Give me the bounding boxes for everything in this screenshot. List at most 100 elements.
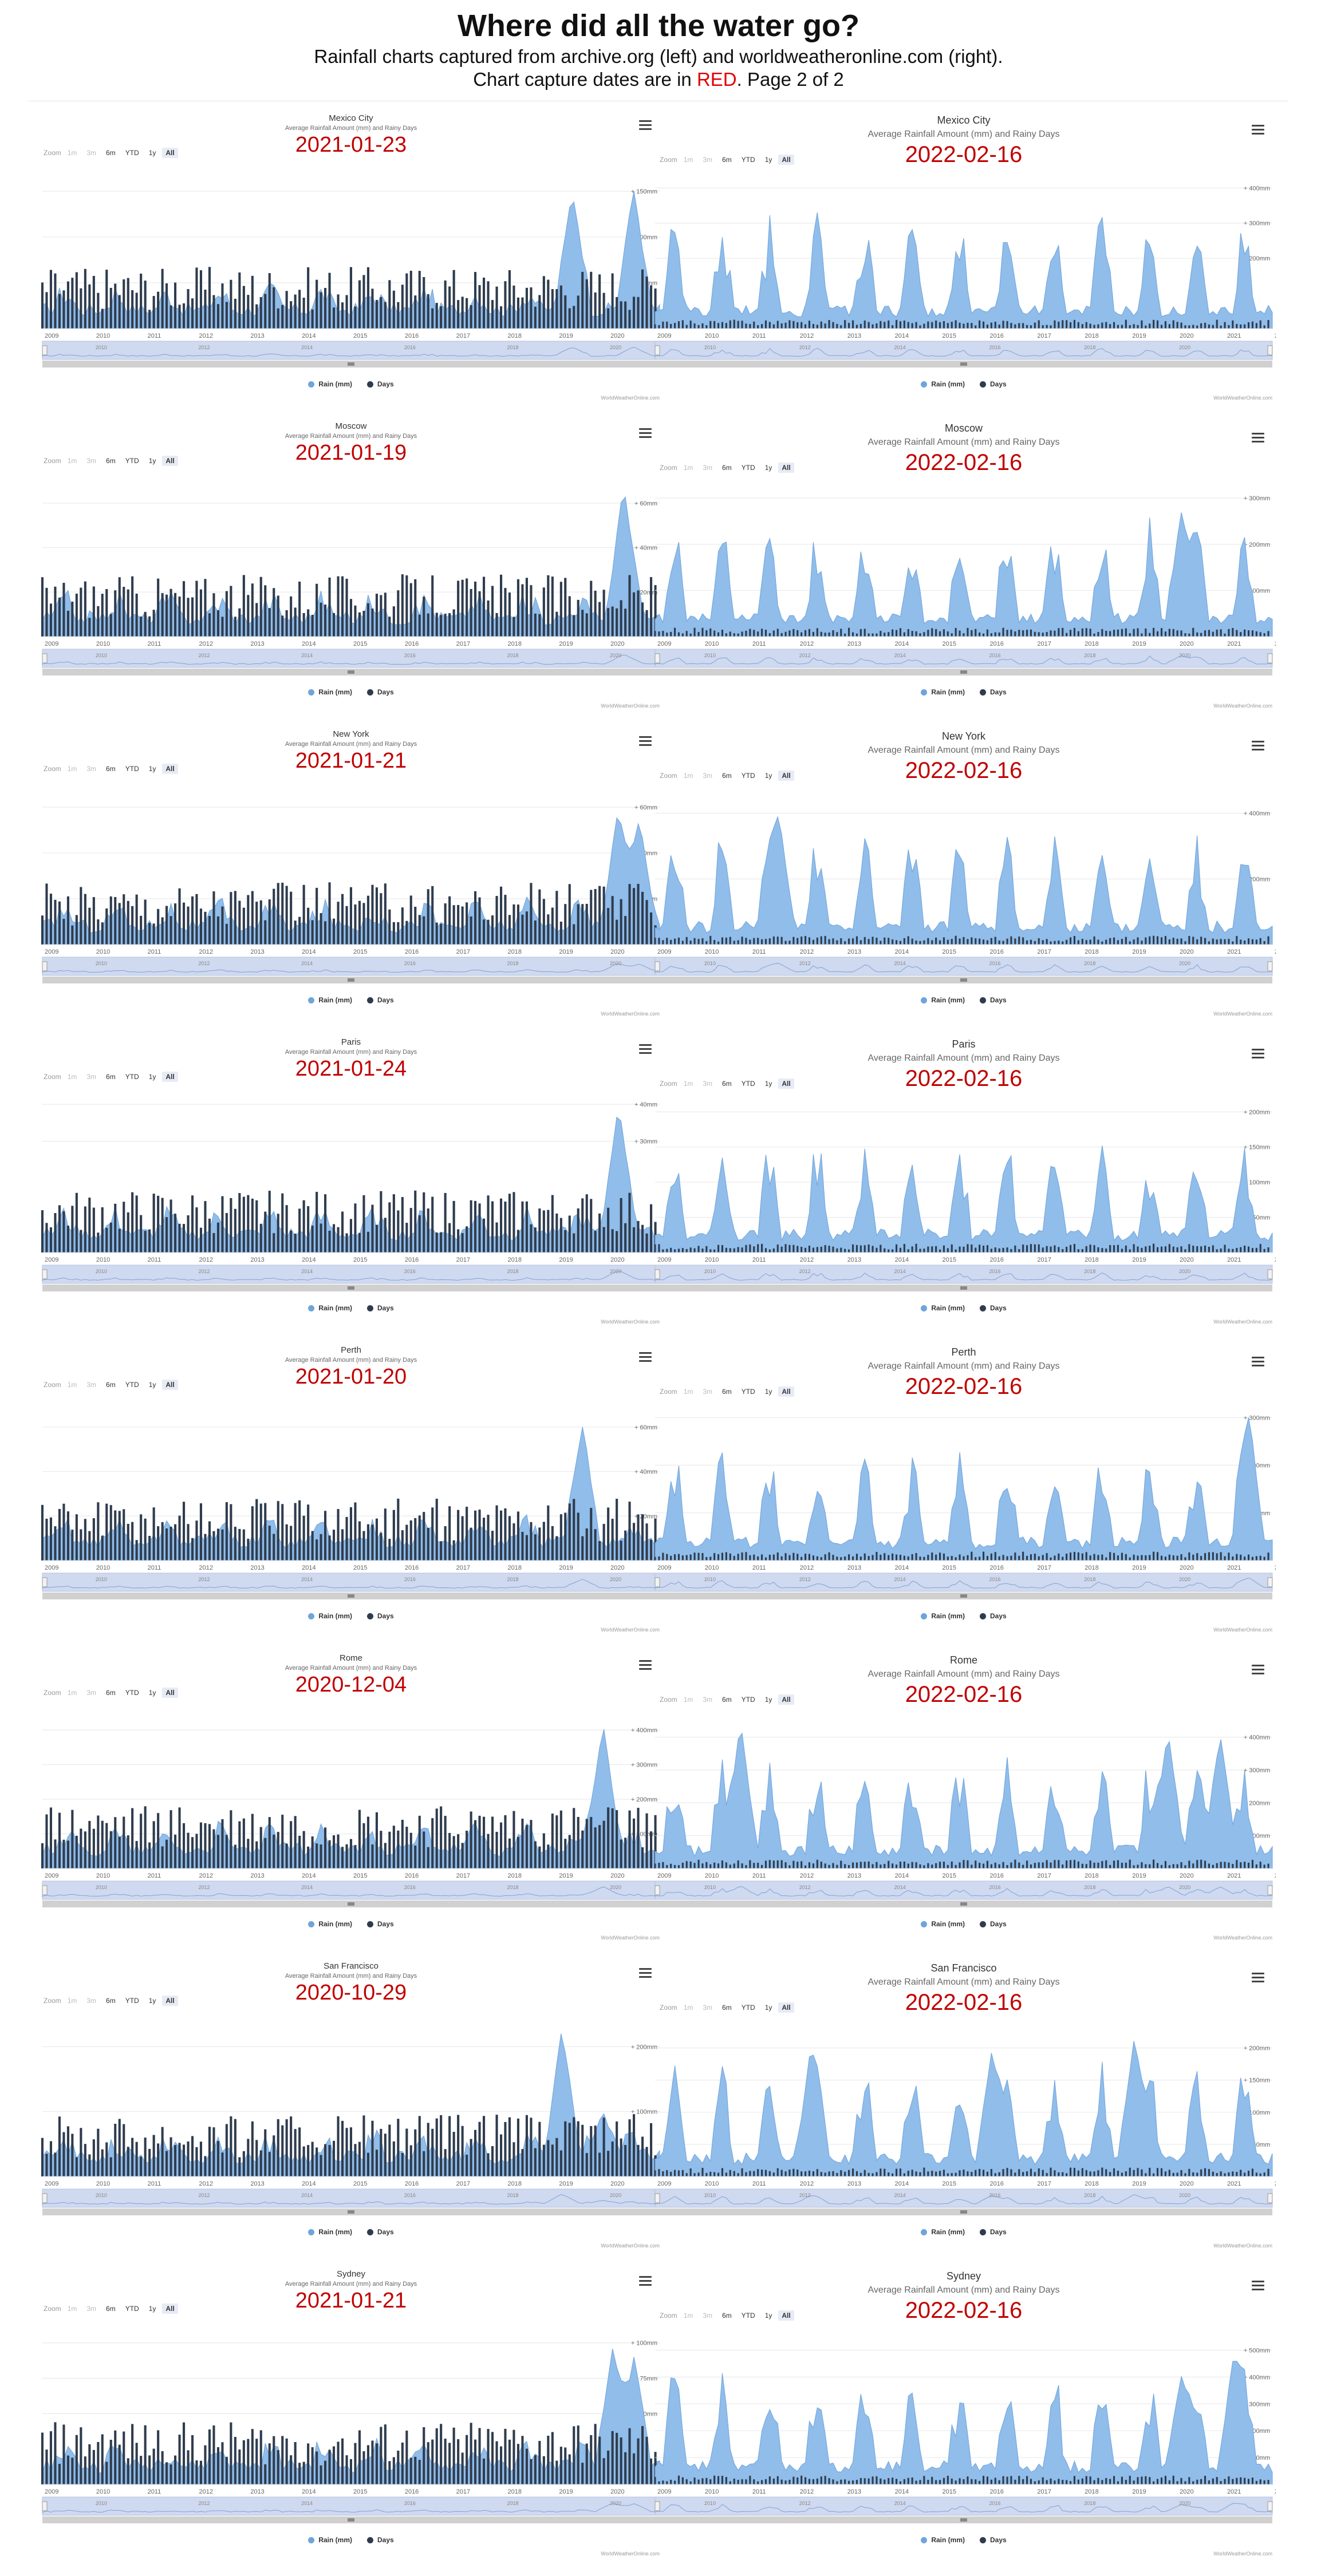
chart-menu-icon[interactable] [639,1352,652,1362]
zoom-button-1m[interactable]: 1m [683,1696,693,1704]
zoom-button-3m[interactable]: 3m [86,2305,97,2313]
chart-menu-icon[interactable] [1252,433,1264,443]
legend-item-days[interactable]: Days [979,2228,1007,2236]
zoom-button-1m[interactable]: 1m [67,1997,77,2005]
chart-menu-icon[interactable] [1252,125,1264,135]
zoom-button-1m[interactable]: 1m [67,765,77,773]
navigator-left-handle[interactable] [42,1269,48,1279]
navigator-right-handle[interactable] [1267,1885,1273,1895]
zoom-button-1y[interactable]: 1y [148,149,156,157]
zoom-button-6m[interactable]: 6m [722,156,732,164]
scrollbar-grip[interactable] [348,1902,354,1906]
zoom-button-1m[interactable]: 1m [683,2004,693,2012]
zoom-button-1m[interactable]: 1m [67,149,77,157]
chart-credit[interactable]: WorldWeatherOnline.com [601,1011,660,1017]
navigator-right-handle[interactable] [1267,2193,1273,2203]
zoom-button-6m[interactable]: 6m [106,149,116,157]
chart-credit[interactable]: WorldWeatherOnline.com [601,2551,660,2557]
scrollbar-grip[interactable] [960,2518,967,2522]
zoom-button-ytd[interactable]: YTD [741,2004,755,2012]
zoom-button-1m[interactable]: 1m [683,1388,693,1396]
zoom-button-1y[interactable]: 1y [148,1381,156,1389]
zoom-button-3m[interactable]: 3m [86,1689,97,1697]
legend-item-days[interactable]: Days [979,1920,1007,1928]
zoom-button-6m[interactable]: 6m [722,1080,732,1088]
zoom-button-1y[interactable]: 1y [764,464,772,472]
scrollbar-grip[interactable] [960,670,967,674]
zoom-button-1m[interactable]: 1m [683,1080,693,1088]
zoom-button-1y[interactable]: 1y [764,772,772,780]
legend-item-days[interactable]: Days [979,2536,1007,2544]
chart-menu-icon[interactable] [1252,1357,1264,1367]
chart-menu-icon[interactable] [639,736,652,746]
zoom-button-all[interactable]: All [162,764,178,774]
zoom-button-all[interactable]: All [162,1072,178,1082]
navigator-range[interactable] [42,1573,660,1592]
legend-item-rain[interactable]: Rain (mm) [308,2536,352,2544]
legend-item-rain[interactable]: Rain (mm) [308,1612,352,1620]
scrollbar-grip[interactable] [960,1594,967,1598]
zoom-button-3m[interactable]: 3m [703,1080,713,1088]
zoom-button-ytd[interactable]: YTD [125,1997,139,2005]
scrollbar-grip[interactable] [348,362,354,366]
zoom-button-ytd[interactable]: YTD [125,765,139,773]
scrollbar-grip[interactable] [348,1594,354,1598]
zoom-button-1y[interactable]: 1y [764,2004,772,2012]
zoom-button-all[interactable]: All [778,2002,794,2013]
legend-item-rain[interactable]: Rain (mm) [921,1304,965,1312]
legend-item-rain[interactable]: Rain (mm) [921,2228,965,2236]
navigator-range[interactable] [654,1265,1273,1284]
navigator-left-handle[interactable] [42,2193,48,2203]
chart-credit[interactable]: WorldWeatherOnline.com [601,703,660,709]
zoom-button-3m[interactable]: 3m [703,1388,713,1396]
navigator-right-handle[interactable] [1267,2501,1273,2511]
navigator-left-handle[interactable] [42,961,48,971]
legend-item-rain[interactable]: Rain (mm) [308,1920,352,1928]
zoom-button-3m[interactable]: 3m [703,772,713,780]
navigator-range[interactable] [42,341,660,360]
zoom-button-6m[interactable]: 6m [106,1689,116,1697]
chart-menu-icon[interactable] [639,1660,652,1670]
zoom-button-1y[interactable]: 1y [148,1997,156,2005]
legend-item-rain[interactable]: Rain (mm) [308,2228,352,2236]
zoom-button-6m[interactable]: 6m [106,1381,116,1389]
legend-item-days[interactable]: Days [979,688,1007,696]
zoom-button-3m[interactable]: 3m [86,1381,97,1389]
zoom-button-ytd[interactable]: YTD [741,156,755,164]
zoom-button-ytd[interactable]: YTD [741,1080,755,1088]
zoom-button-ytd[interactable]: YTD [125,149,139,157]
zoom-button-3m[interactable]: 3m [703,156,713,164]
chart-credit[interactable]: WorldWeatherOnline.com [1213,2243,1272,2249]
navigator-left-handle[interactable] [654,2501,660,2511]
zoom-button-ytd[interactable]: YTD [741,2312,755,2320]
navigator-left-handle[interactable] [42,2501,48,2511]
scrollbar-grip[interactable] [348,2210,354,2214]
legend-item-rain[interactable]: Rain (mm) [921,996,965,1004]
zoom-button-3m[interactable]: 3m [703,2312,713,2320]
chart-credit[interactable]: WorldWeatherOnline.com [601,395,660,401]
navigator-range[interactable] [654,957,1273,976]
zoom-button-6m[interactable]: 6m [106,457,116,465]
chart-menu-icon[interactable] [1252,2281,1264,2291]
legend-item-days[interactable]: Days [366,2536,394,2544]
zoom-button-1y[interactable]: 1y [148,765,156,773]
zoom-button-3m[interactable]: 3m [86,1997,97,2005]
zoom-button-1y[interactable]: 1y [148,1689,156,1697]
navigator-right-handle[interactable] [1267,345,1273,355]
zoom-button-3m[interactable]: 3m [703,2004,713,2012]
chart-menu-icon[interactable] [639,1968,652,1978]
zoom-button-1y[interactable]: 1y [764,1696,772,1704]
chart-credit[interactable]: WorldWeatherOnline.com [1213,1935,1272,1941]
scrollbar-grip[interactable] [348,1286,354,1290]
zoom-button-all[interactable]: All [778,1078,794,1089]
zoom-button-ytd[interactable]: YTD [741,1388,755,1396]
scrollbar-grip[interactable] [960,978,967,982]
zoom-button-1y[interactable]: 1y [764,2312,772,2320]
navigator-right-handle[interactable] [1267,1269,1273,1279]
zoom-button-ytd[interactable]: YTD [125,1689,139,1697]
legend-item-rain[interactable]: Rain (mm) [921,380,965,388]
zoom-button-6m[interactable]: 6m [722,1388,732,1396]
zoom-button-6m[interactable]: 6m [722,464,732,472]
zoom-button-all[interactable]: All [162,148,178,158]
zoom-button-6m[interactable]: 6m [722,1696,732,1704]
